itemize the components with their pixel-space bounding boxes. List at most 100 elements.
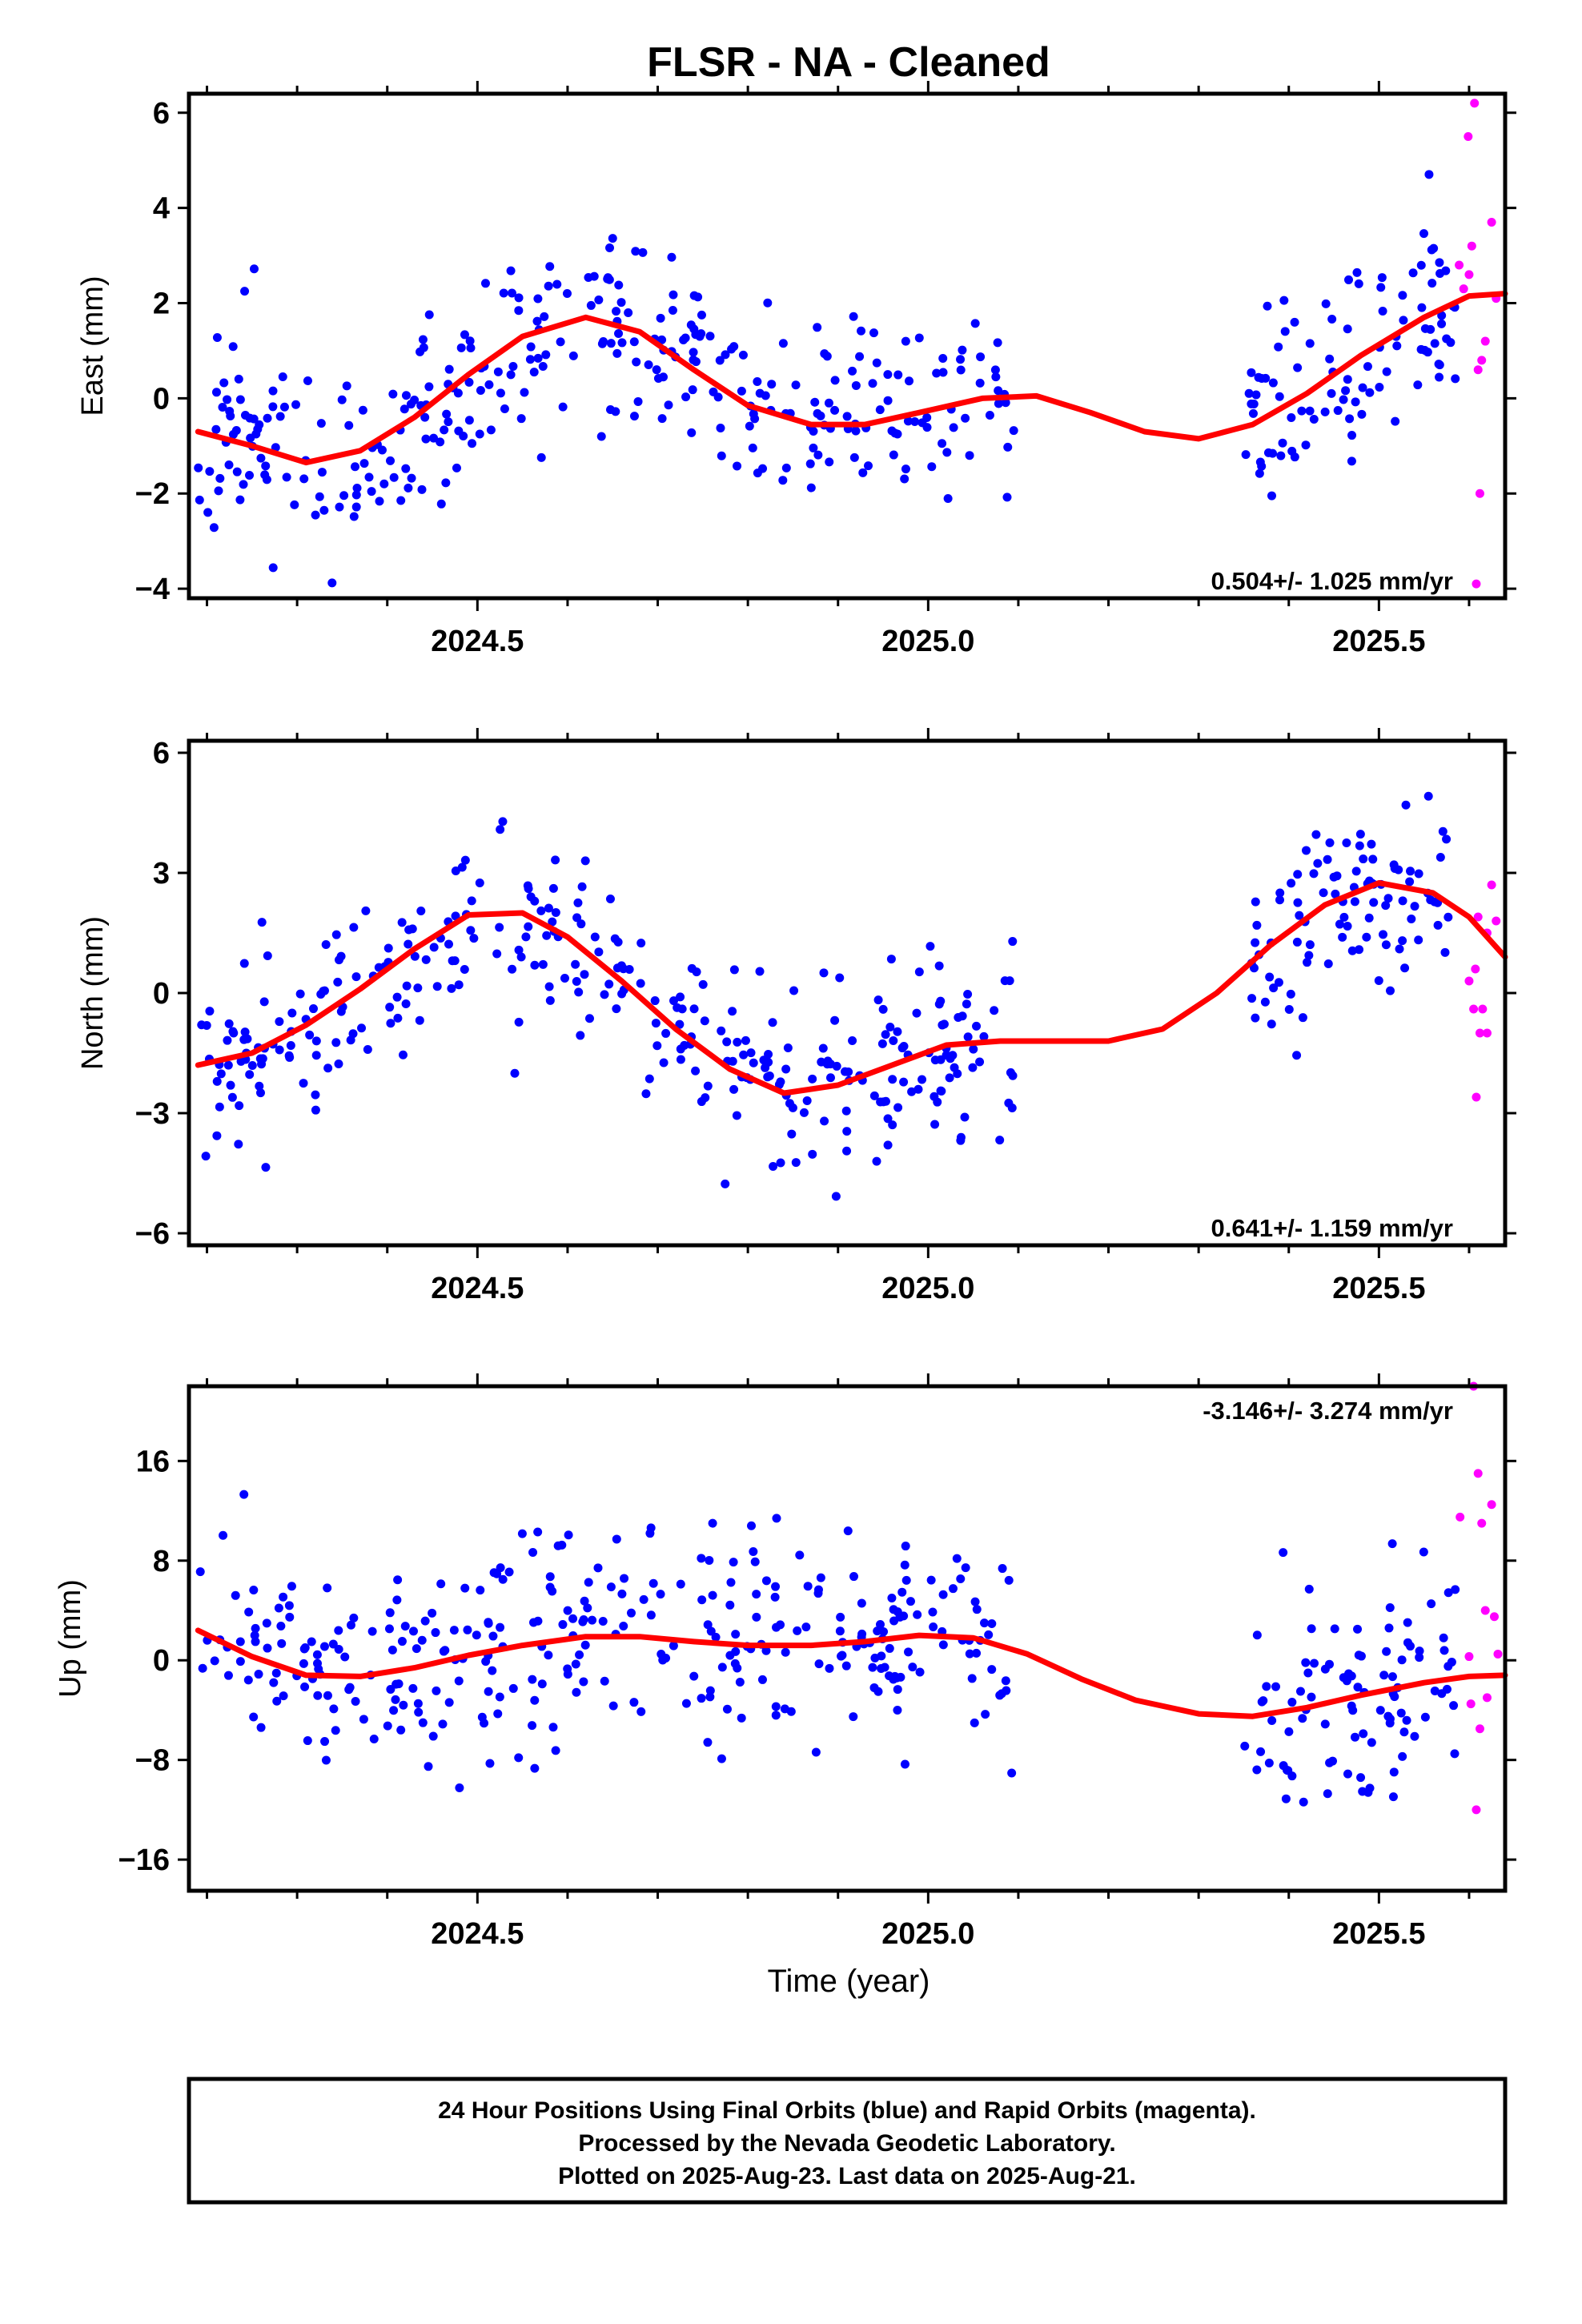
east-final-point: [667, 252, 677, 262]
north-rapid-point: [1472, 1092, 1481, 1102]
north-final-point: [1252, 920, 1262, 930]
up-final-point: [929, 1622, 938, 1631]
east-final-point: [868, 379, 877, 388]
north-final-point: [357, 1023, 367, 1033]
east-final-point: [737, 386, 746, 396]
up-final-point: [1439, 1646, 1449, 1655]
up-rate-label: -3.146+/- 3.274 mm/yr: [1203, 1397, 1453, 1425]
north-final-point: [526, 892, 536, 902]
up-final-point: [705, 1686, 715, 1695]
up-final-point: [454, 1676, 464, 1686]
east-rapid-point: [1467, 241, 1476, 251]
up-final-point: [1427, 1599, 1436, 1609]
north-final-point: [617, 989, 627, 999]
up-final-point: [889, 1675, 898, 1684]
north-final-point: [590, 932, 600, 942]
up-final-point: [431, 1628, 440, 1638]
up-final-point: [195, 1567, 205, 1577]
east-final-point: [855, 352, 865, 361]
north-rapid-point: [1478, 1004, 1488, 1014]
east-final-point: [605, 405, 615, 415]
north-final-point: [1260, 997, 1270, 1007]
north-final-point: [259, 997, 269, 1007]
north-final-point: [755, 967, 765, 976]
up-final-point: [231, 1590, 240, 1600]
east-final-point: [454, 426, 464, 436]
up-final-point: [636, 1707, 646, 1716]
north-rapid-point: [1473, 912, 1483, 922]
north-final-point: [216, 1069, 226, 1079]
east-final-point: [456, 343, 466, 352]
north-final-point: [1332, 871, 1342, 881]
east-final-point: [228, 342, 238, 352]
up-final-point: [438, 1719, 448, 1729]
north-final-point: [1359, 854, 1368, 864]
east-final-point: [396, 496, 406, 505]
east-final-point: [452, 463, 461, 472]
up-final-point: [893, 1607, 902, 1617]
up-final-point: [344, 1685, 354, 1695]
north-final-point: [963, 1032, 973, 1042]
east-final-point: [525, 355, 535, 364]
east-final-point: [375, 497, 384, 506]
north-final-point: [1267, 1019, 1276, 1029]
north-final-point: [741, 1035, 750, 1045]
north-final-point: [421, 955, 431, 964]
east-final-point: [872, 358, 881, 368]
east-final-point: [1437, 319, 1447, 328]
up-final-point: [646, 1610, 656, 1620]
up-final-point: [575, 1650, 584, 1659]
north-final-point: [883, 1114, 893, 1124]
north-final-point: [969, 1044, 978, 1054]
up-rapid-point: [1456, 1512, 1465, 1522]
up-final-point: [320, 1737, 330, 1747]
north-final-point: [258, 1054, 267, 1063]
up-final-point: [656, 1590, 665, 1599]
north-final-point: [466, 926, 476, 935]
east-final-point: [738, 350, 748, 360]
east-final-point: [1002, 493, 1012, 502]
north-final-point: [728, 1007, 737, 1016]
north-final-point: [1292, 937, 1302, 947]
east-rapid-point: [1459, 284, 1468, 294]
north-final-point: [975, 1057, 985, 1067]
north-final-point: [255, 1081, 264, 1091]
north-final-point: [1355, 841, 1364, 850]
east-final-point: [1247, 399, 1256, 408]
east-final-point: [679, 335, 689, 344]
up-final-point: [428, 1731, 438, 1741]
up-final-point: [580, 1640, 590, 1650]
up-final-point: [572, 1687, 581, 1697]
north-final-point: [842, 1127, 852, 1136]
north-final-point: [1398, 896, 1407, 906]
up-final-point: [1299, 1797, 1308, 1807]
north-final-point: [1302, 846, 1311, 855]
east-final-point: [791, 380, 801, 390]
up-final-point: [1389, 1767, 1399, 1777]
east-final-point: [1391, 416, 1400, 426]
east-final-point: [657, 414, 667, 424]
north-final-point: [789, 986, 799, 995]
east-final-point: [1327, 388, 1336, 398]
up-final-point: [239, 1490, 249, 1499]
north-final-point: [889, 1035, 898, 1045]
north-final-point: [361, 906, 371, 915]
up-final-point: [771, 1702, 781, 1711]
east-final-point: [303, 376, 312, 386]
up-final-point: [681, 1699, 691, 1708]
up-final-point: [697, 1595, 707, 1605]
east-final-point: [541, 350, 551, 360]
up-final-point: [987, 1619, 997, 1629]
up-final-point: [1450, 1749, 1460, 1759]
east-final-point: [317, 468, 327, 477]
east-final-point: [1358, 383, 1367, 392]
up-final-point: [752, 1612, 761, 1622]
north-final-point: [334, 1059, 343, 1069]
north-final-point: [1293, 898, 1303, 907]
north-final-point: [917, 1075, 927, 1084]
up-final-point: [444, 1698, 454, 1707]
north-final-point: [542, 931, 552, 940]
north-final-point: [514, 1017, 524, 1027]
east-final-point: [1441, 266, 1451, 275]
east-model-curve: [195, 291, 1508, 466]
